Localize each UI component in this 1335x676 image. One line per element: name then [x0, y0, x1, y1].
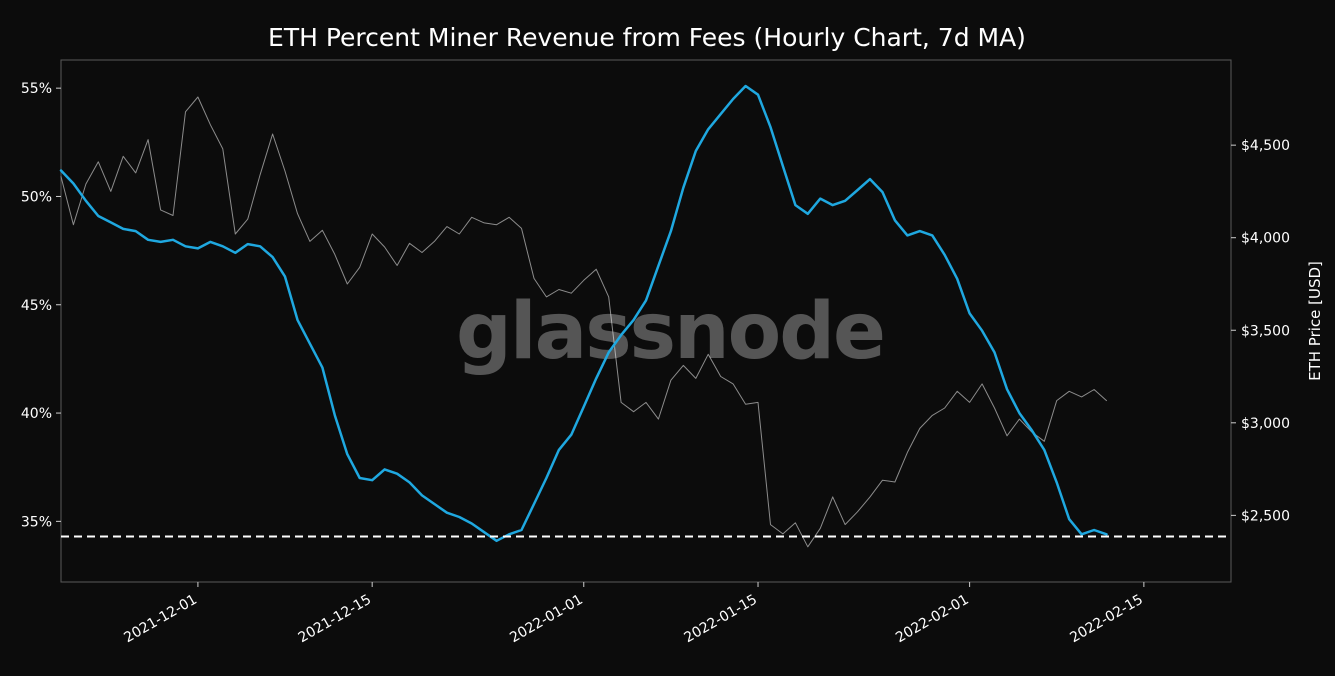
y-right-axis-label: ETH Price [USD] — [1306, 261, 1324, 381]
y-left-tick-label: 35% — [21, 514, 52, 530]
fee-percent-line — [59, 84, 1108, 543]
fee-layer — [59, 84, 1231, 543]
y-left-tick-label: 40% — [21, 406, 52, 422]
y-left-tick-label: 50% — [21, 189, 52, 205]
y-left-tick-label: 55% — [21, 81, 52, 97]
y-right-tick-label: $3,500 — [1241, 323, 1290, 339]
plot-frame — [60, 59, 1232, 583]
y-right-tick-label: $4,500 — [1241, 138, 1290, 154]
y-left-tick-label: 45% — [21, 298, 52, 314]
price-layer — [60, 96, 1107, 548]
eth-price-line — [60, 96, 1107, 548]
y-right-tick-label: $2,500 — [1241, 508, 1290, 524]
y-right-tick-label: $3,000 — [1241, 416, 1290, 432]
watermark: glassnode — [456, 287, 884, 377]
y-right-tick-label: $4,000 — [1241, 231, 1290, 247]
chart-title: ETH Percent Miner Revenue from Fees (Hou… — [268, 23, 1026, 52]
